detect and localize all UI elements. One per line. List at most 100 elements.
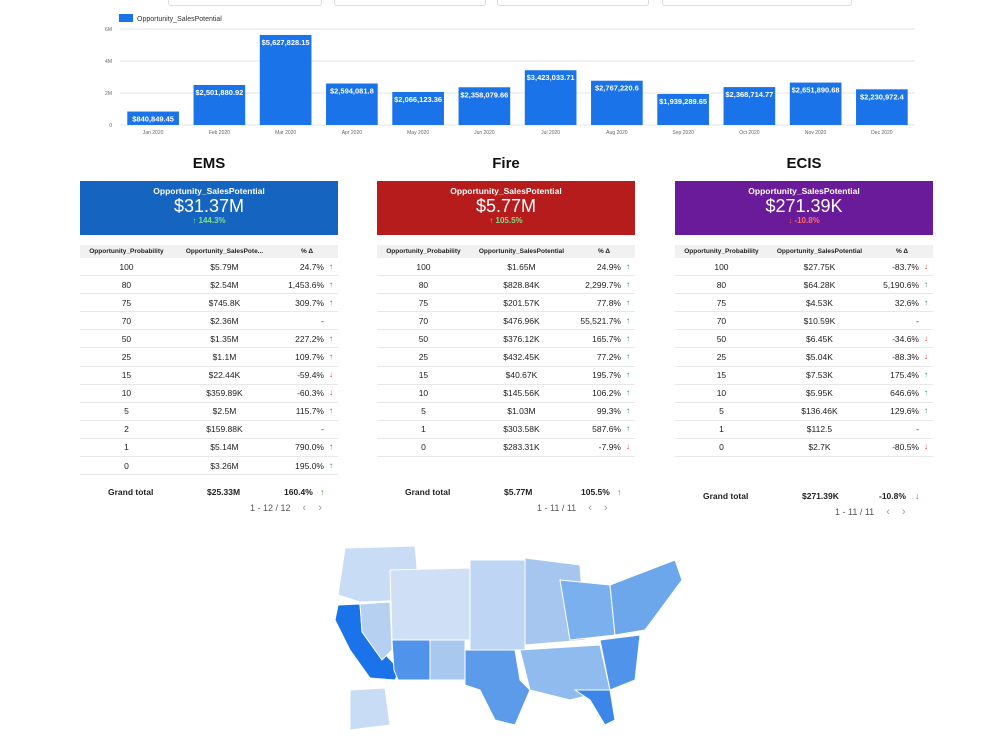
x-tick-label: Jun 2020 bbox=[474, 130, 495, 136]
map-region-great-lakes[interactable] bbox=[559, 579, 616, 641]
map-region-southeast[interactable] bbox=[599, 634, 641, 691]
table-row[interactable]: 80 $2.54M 1,453.6% ↑ bbox=[80, 275, 338, 295]
percent-change-value: 77.8% bbox=[596, 297, 621, 308]
scorecard-value: $271.39K bbox=[765, 196, 843, 216]
map-region-new-mexico[interactable] bbox=[429, 639, 466, 681]
table-row[interactable]: 10 $145.56K 106.2% ↑ bbox=[377, 384, 635, 403]
arrow-up-icon: ↑ bbox=[924, 388, 928, 398]
column-header[interactable]: Opportunity_SalesPote... bbox=[172, 245, 277, 258]
table-row[interactable]: 80 $828.84K 2,299.7% ↑ bbox=[377, 275, 635, 295]
arrow-up-icon: ↑ bbox=[626, 315, 630, 325]
next-page-button[interactable]: › bbox=[603, 502, 608, 514]
date-range-control[interactable] bbox=[662, 0, 852, 6]
grand-total-value: $271.39K bbox=[802, 491, 839, 501]
table-row[interactable]: 10 $5.95K 646.6% ↑ bbox=[675, 384, 933, 403]
map-region-plains[interactable] bbox=[469, 559, 526, 651]
probability-cell: 1 bbox=[80, 438, 173, 458]
map-region-nevada[interactable] bbox=[359, 601, 393, 661]
table-row[interactable]: 0 $2.7K -80.5% ↓ bbox=[675, 438, 933, 458]
metric-scorecard: Opportunity_SalesPotential $271.39K ↓ -10.… bbox=[675, 181, 933, 235]
table-row[interactable]: 15 $22.44K -59.4% ↓ bbox=[80, 366, 338, 385]
table-row[interactable]: 50 $6.45K -34.6% ↓ bbox=[675, 329, 933, 349]
table-row[interactable]: 2 $159.88K - bbox=[80, 420, 338, 439]
column-header[interactable]: Opportunity_Probability bbox=[377, 245, 470, 258]
column-header[interactable]: Opportunity_Probability bbox=[675, 245, 768, 258]
sales-potential-cell: $5.79M bbox=[172, 258, 277, 277]
sales-potential-cell: $303.58K bbox=[469, 420, 574, 439]
arrow-up-icon: ↑ bbox=[329, 460, 333, 470]
percent-change-cell: 77.2% ↑ bbox=[573, 347, 635, 367]
map-region-florida[interactable] bbox=[573, 689, 616, 726]
table-row[interactable]: 70 $476.96K 55,521.7% ↑ bbox=[377, 311, 635, 331]
table-row[interactable]: 50 $376.12K 165.7% ↑ bbox=[377, 329, 635, 349]
column-header[interactable]: Opportunity_SalesPotential bbox=[767, 245, 872, 258]
table-row[interactable]: 75 $745.8K 309.7% ↑ bbox=[80, 293, 338, 313]
table-row[interactable]: 75 $4.53K 32.6% ↑ bbox=[675, 293, 933, 313]
table-row[interactable]: 15 $7.53K 175.4% ↑ bbox=[675, 366, 933, 385]
column-header[interactable]: % Δ bbox=[276, 245, 338, 258]
percent-change-value: 5,190.6% bbox=[883, 279, 919, 290]
map-region-texas[interactable] bbox=[464, 649, 531, 726]
column-header[interactable]: Opportunity_Probability bbox=[80, 245, 173, 258]
percent-change-cell: 195.0% ↑ bbox=[276, 456, 338, 476]
percent-change-value: 165.7% bbox=[592, 333, 621, 344]
table-row[interactable]: 5 $136.46K 129.6% ↑ bbox=[675, 402, 933, 421]
table-row[interactable]: 10 $359.89K -60.3% ↓ bbox=[80, 384, 338, 403]
table-row[interactable]: 100 $5.79M 24.7% ↑ bbox=[80, 258, 338, 277]
percent-change-cell: -34.6% ↓ bbox=[871, 329, 933, 349]
probability-cell: 0 bbox=[80, 456, 173, 476]
table-row[interactable]: 25 $1.1M 109.7% ↑ bbox=[80, 347, 338, 367]
percent-change-cell: 2,299.7% ↑ bbox=[573, 275, 635, 295]
table-row[interactable]: 0 $3.26M 195.0% ↑ bbox=[80, 456, 338, 476]
filter-control[interactable] bbox=[334, 0, 486, 6]
x-tick-label: Jan 2020 bbox=[143, 130, 164, 136]
column-header[interactable]: Opportunity_SalesPotential bbox=[469, 245, 574, 258]
map-region-southwest[interactable] bbox=[391, 639, 431, 681]
map-region-northeast[interactable] bbox=[609, 559, 683, 636]
probability-cell: 50 bbox=[675, 329, 768, 349]
prev-page-button[interactable]: ‹ bbox=[588, 502, 592, 514]
percent-change-cell: - bbox=[871, 420, 933, 439]
arrow-up-icon: ↑ bbox=[626, 352, 630, 362]
filter-control[interactable] bbox=[497, 0, 649, 6]
table-row[interactable]: 5 $1.03M 99.3% ↑ bbox=[377, 402, 635, 421]
table-row[interactable]: 100 $27.75K -83.7% ↓ bbox=[675, 258, 933, 277]
table-row[interactable]: 50 $1.35M 227.2% ↑ bbox=[80, 329, 338, 349]
percent-change-value: - bbox=[321, 424, 324, 435]
next-page-button[interactable]: › bbox=[901, 506, 906, 518]
table-row[interactable]: 25 $5.04K -88.3% ↓ bbox=[675, 347, 933, 367]
table-row[interactable]: 0 $283.31K -7.9% ↓ bbox=[377, 438, 635, 458]
column-header[interactable]: % Δ bbox=[573, 245, 635, 258]
table-row[interactable]: 25 $432.45K 77.2% ↑ bbox=[377, 347, 635, 367]
percent-change-cell: - bbox=[276, 420, 338, 439]
arrow-up-icon: ↑ bbox=[924, 406, 928, 416]
percent-change-cell: 175.4% ↑ bbox=[871, 366, 933, 385]
table-row[interactable]: 1 $5.14M 790.0% ↑ bbox=[80, 438, 338, 458]
percent-change-cell: 115.7% ↑ bbox=[276, 402, 338, 421]
bar-aug-2020 bbox=[591, 80, 643, 125]
prev-page-button[interactable]: ‹ bbox=[302, 502, 307, 514]
table-row[interactable]: 70 $2.36M - bbox=[80, 311, 338, 331]
prev-page-button[interactable]: ‹ bbox=[886, 506, 890, 518]
pagination-range: 1 - 11 / 11 bbox=[835, 507, 875, 517]
percent-change-value: 309.7% bbox=[295, 297, 324, 308]
table-row[interactable]: 100 $1.65M 24.9% ↑ bbox=[377, 258, 635, 277]
table-row[interactable]: 75 $201.57K 77.8% ↑ bbox=[377, 293, 635, 313]
map-region-mountain[interactable] bbox=[389, 567, 471, 641]
bar-apr-2020 bbox=[326, 83, 378, 125]
table-row[interactable]: 70 $10.59K - bbox=[675, 311, 933, 331]
table-row[interactable]: 15 $40.67K 195.7% ↑ bbox=[377, 366, 635, 385]
table-row[interactable]: 80 $64.28K 5,190.6% ↑ bbox=[675, 275, 933, 295]
percent-change-cell: -83.7% ↓ bbox=[871, 258, 933, 277]
us-states-map[interactable] bbox=[320, 540, 700, 750]
filter-control[interactable] bbox=[168, 0, 322, 6]
table-row[interactable]: 1 $303.58K 587.6% ↑ bbox=[377, 420, 635, 439]
table-row[interactable]: 1 $112.5 - bbox=[675, 420, 933, 439]
column-header[interactable]: % Δ bbox=[871, 245, 933, 258]
percent-change-value: 32.6% bbox=[894, 297, 919, 308]
arrow-up-icon: ↑ bbox=[626, 424, 630, 434]
probability-cell: 75 bbox=[675, 293, 768, 313]
next-page-button[interactable]: › bbox=[318, 502, 322, 514]
table-row[interactable]: 5 $2.5M 115.7% ↑ bbox=[80, 402, 338, 421]
map-region-alaska[interactable] bbox=[349, 687, 391, 731]
